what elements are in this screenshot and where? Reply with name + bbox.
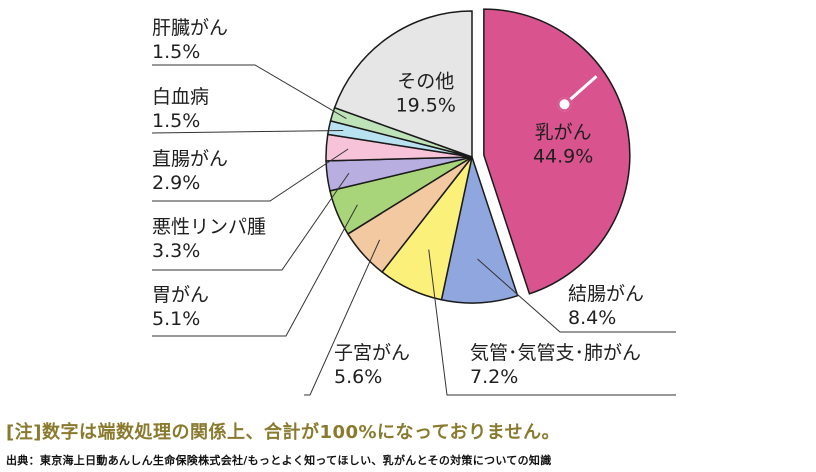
leader-line-8 bbox=[152, 64, 347, 119]
highlight-marker bbox=[557, 97, 572, 112]
leader-lines bbox=[151, 64, 676, 396]
leader-line-5 bbox=[152, 172, 350, 271]
pie-slices bbox=[325, 8, 631, 304]
footnote: [注]数字は端数処理の関係上、合計が100%になっておりません。 bbox=[6, 422, 561, 443]
slice-value-2: 7.2% bbox=[470, 366, 518, 388]
slice-value-0: 44.9% bbox=[533, 145, 593, 167]
leader-line-6 bbox=[152, 148, 349, 202]
slice-label-5: 悪性リンパ腫 bbox=[152, 216, 266, 238]
leader-line-1 bbox=[477, 258, 676, 333]
highlight-marker-ring bbox=[557, 97, 572, 112]
slice-label-7: 白血病 bbox=[152, 86, 209, 108]
leader-line-4 bbox=[152, 204, 358, 337]
slice-9 bbox=[333, 10, 473, 159]
leader-line-2 bbox=[428, 249, 676, 396]
slice-value-4: 5.1% bbox=[152, 308, 200, 330]
slice-value-7: 1.5% bbox=[152, 110, 200, 132]
leader-line-7 bbox=[151, 130, 344, 134]
slice-value-1: 8.4% bbox=[568, 307, 616, 329]
slice-label-1: 結腸がん bbox=[568, 283, 644, 305]
slice-label-6: 直腸がん bbox=[152, 148, 228, 170]
slice-label-8: 肝臓がん bbox=[152, 17, 228, 39]
highlight-tick bbox=[569, 75, 598, 101]
slice-label-0: 乳がん bbox=[535, 121, 592, 143]
leader-line-3 bbox=[304, 239, 381, 396]
slice-value-8: 1.5% bbox=[152, 41, 200, 63]
slice-label-9: その他 bbox=[397, 70, 454, 92]
slice-value-5: 3.3% bbox=[152, 240, 200, 262]
slice-label-4: 胃がん bbox=[152, 284, 209, 306]
slice-label-3: 子宮がん bbox=[334, 342, 410, 364]
source-citation: 出典：東京海上日動あんしん生命保険株式会社/もっとよく知ってほしい、乳がんとその… bbox=[6, 454, 552, 467]
slice-value-6: 2.9% bbox=[152, 172, 200, 194]
slice-label-2: 気管･気管支･肺がん bbox=[470, 342, 641, 364]
slice-value-9: 19.5% bbox=[396, 94, 456, 116]
slice-value-3: 5.6% bbox=[334, 366, 382, 388]
